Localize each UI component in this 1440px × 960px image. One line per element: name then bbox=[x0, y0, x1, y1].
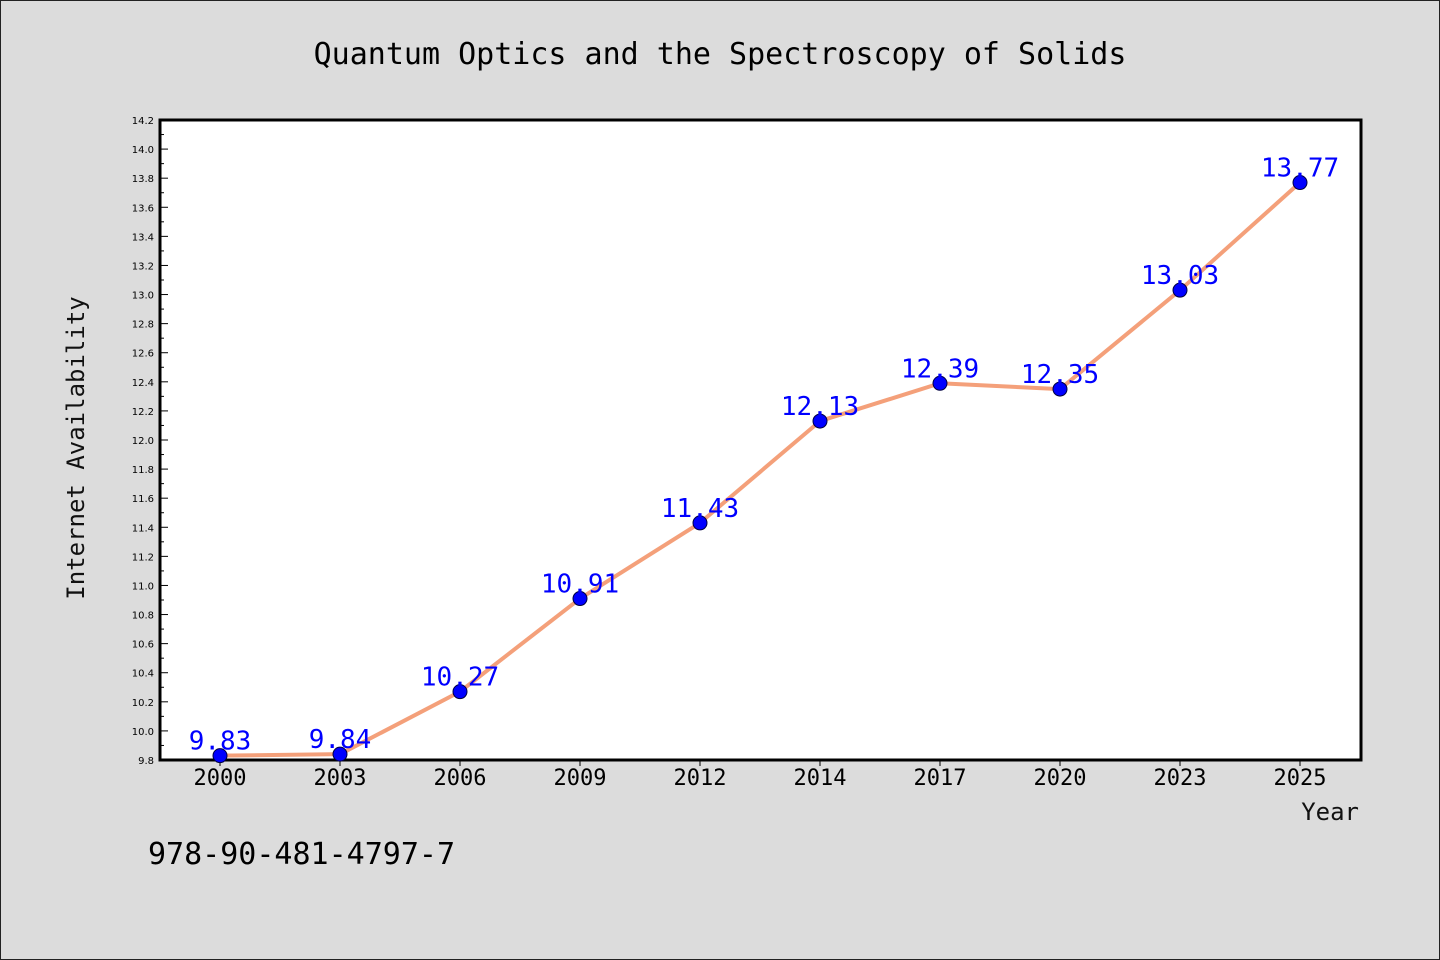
x-tick-label: 2009 bbox=[554, 766, 607, 791]
data-label: 9.84 bbox=[309, 725, 372, 755]
x-axis-ticks: 2000 2003 2006 2009 2012 2014 2017 2020 2023 2025 bbox=[194, 760, 1327, 791]
data-label: 13.03 bbox=[1141, 261, 1219, 291]
y-tick-label: 12.4 bbox=[132, 378, 154, 389]
x-tick-label: 2025 bbox=[1274, 766, 1327, 791]
x-tick-label: 2003 bbox=[314, 766, 367, 791]
y-tick-label: 12.0 bbox=[132, 436, 154, 447]
data-label: 11.43 bbox=[661, 494, 739, 524]
data-point bbox=[692, 515, 708, 531]
data-label: 9.83 bbox=[189, 727, 252, 757]
y-tick-label: 11.8 bbox=[132, 465, 154, 476]
data-point bbox=[1052, 381, 1068, 397]
y-tick-label: 11.2 bbox=[132, 552, 154, 563]
series-markers bbox=[212, 175, 1308, 764]
data-point bbox=[572, 591, 588, 607]
y-tick-label: 10.2 bbox=[132, 698, 154, 709]
series-line bbox=[219, 181, 1302, 758]
series-line-group bbox=[219, 181, 1302, 758]
chart-title: Quantum Optics and the Spectroscopy of S… bbox=[314, 37, 1127, 72]
data-point bbox=[1172, 282, 1188, 298]
y-tick-label: 13.2 bbox=[132, 261, 154, 272]
isbn-text: 978-90-481-4797-7 bbox=[148, 837, 455, 872]
y-tick-label: 10.0 bbox=[132, 727, 154, 738]
y-tick-label: 9.8 bbox=[138, 756, 154, 767]
y-tick-label: 10.4 bbox=[132, 669, 154, 680]
data-label: 12.35 bbox=[1021, 360, 1099, 390]
y-tick-label: 12.8 bbox=[132, 320, 154, 331]
y-tick-label: 14.2 bbox=[132, 116, 154, 127]
y-tick-label: 13.8 bbox=[132, 174, 154, 185]
x-tick-label: 2006 bbox=[434, 766, 487, 791]
data-point bbox=[932, 375, 948, 391]
x-tick-label: 2023 bbox=[1154, 766, 1207, 791]
x-axis-label: Year bbox=[1301, 798, 1359, 826]
x-tick-label: 2012 bbox=[674, 766, 727, 791]
plot-area bbox=[158, 118, 1363, 762]
y-tick-label: 13.0 bbox=[132, 291, 154, 302]
data-point bbox=[452, 684, 468, 700]
y-tick-label: 10.8 bbox=[132, 611, 154, 622]
y-axis-ticks: 9.8 10.0 10.2 10.4 10.6 10.8 11.0 11.2 11.4 11.6 1… bbox=[132, 116, 168, 767]
x-tick-label: 2017 bbox=[914, 766, 967, 791]
y-tick-label: 12.2 bbox=[132, 407, 154, 418]
y-axis-label: Internet Availability bbox=[62, 296, 90, 599]
data-label: 12.39 bbox=[901, 354, 979, 384]
x-tick-label: 2014 bbox=[794, 766, 847, 791]
x-tick-label: 2000 bbox=[194, 766, 247, 791]
y-tick-label: 11.0 bbox=[132, 581, 154, 592]
y-tick-label: 11.6 bbox=[132, 494, 154, 505]
y-tick-label: 13.4 bbox=[132, 232, 154, 243]
x-tick-label: 2020 bbox=[1034, 766, 1087, 791]
data-point bbox=[812, 413, 828, 429]
y-tick-label: 11.4 bbox=[132, 523, 154, 534]
data-label: 10.91 bbox=[541, 570, 619, 600]
y-tick-label: 14.0 bbox=[132, 145, 154, 156]
y-tick-label: 13.6 bbox=[132, 203, 154, 214]
data-labels: 9.83 9.84 10.27 10.91 11.43 12.13 12.39 12.35 13… bbox=[189, 154, 1339, 757]
data-point bbox=[212, 748, 228, 764]
data-label: 10.27 bbox=[421, 663, 499, 693]
data-label: 12.13 bbox=[781, 392, 859, 422]
data-label: 13.77 bbox=[1261, 154, 1339, 184]
data-point bbox=[332, 746, 348, 762]
y-tick-label: 12.6 bbox=[132, 349, 154, 360]
data-point bbox=[1292, 175, 1308, 191]
y-tick-label: 10.6 bbox=[132, 640, 154, 651]
